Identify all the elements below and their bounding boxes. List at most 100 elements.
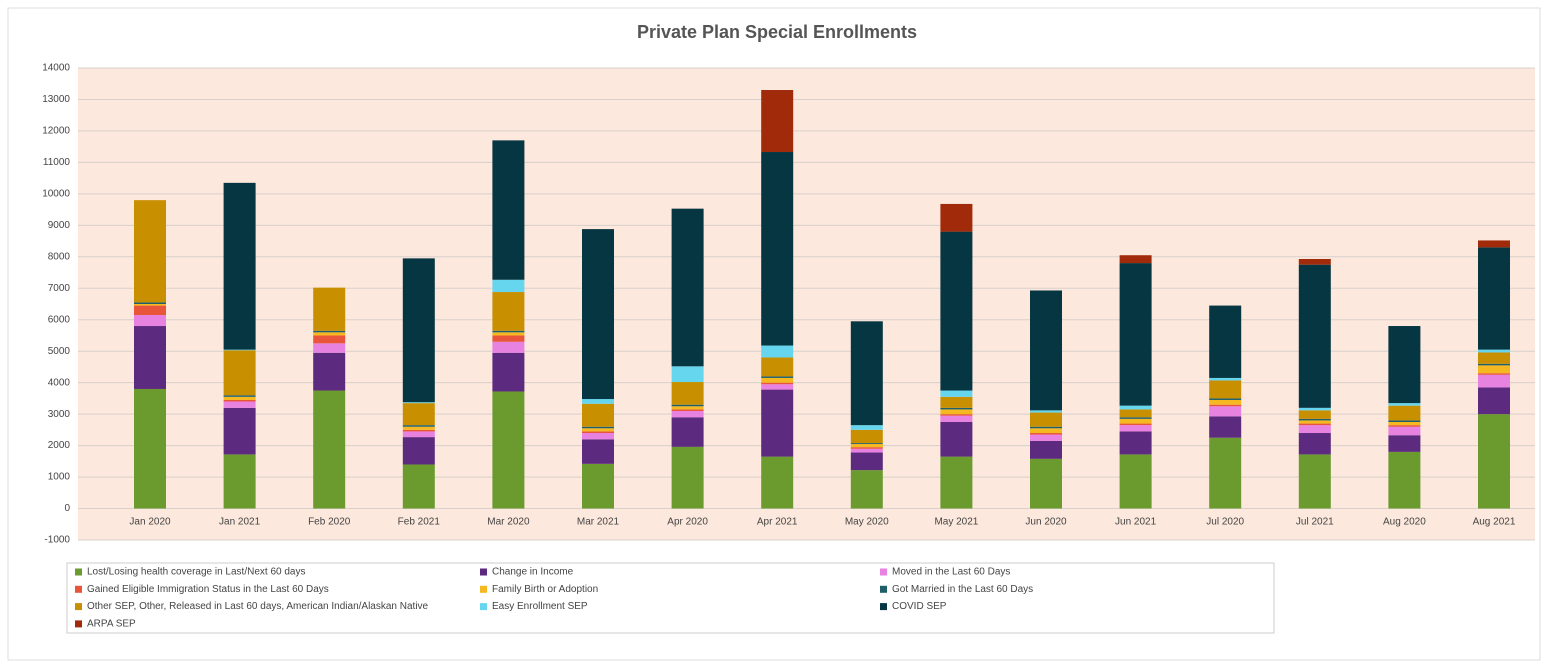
bar-segment [1119, 409, 1152, 418]
legend-swatch [480, 585, 487, 593]
bar-segment [1298, 259, 1331, 265]
legend-label: Got Married in the Last 60 Days [892, 584, 1033, 595]
bar-segment [671, 404, 704, 407]
bar-segment [582, 463, 614, 509]
bar-segment [1030, 426, 1062, 429]
bar-segment [492, 352, 525, 392]
bar-segment [402, 437, 435, 465]
bar-segment [1030, 433, 1062, 435]
bar-segment [1388, 403, 1421, 406]
bar-segment [402, 464, 435, 509]
legend-swatch [880, 603, 887, 611]
legend-label: Family Birth or Adoption [492, 584, 598, 595]
bar-segment [1119, 431, 1152, 455]
bar-segment [1298, 418, 1331, 421]
bar-segment [313, 390, 346, 509]
bar-segment [313, 343, 346, 353]
bar-segment [1388, 420, 1421, 422]
y-tick-label: 1000 [48, 472, 71, 483]
bar-segment [1478, 365, 1510, 374]
bar-segment [1030, 458, 1062, 509]
legend-swatch [880, 568, 887, 576]
bar-segment [223, 350, 256, 396]
chart-title: Private Plan Special Enrollments [637, 22, 917, 42]
x-tick-label: Feb 2021 [398, 517, 441, 528]
bar-segment [1388, 326, 1421, 404]
bar-segment [761, 357, 794, 377]
bar-segment [1478, 240, 1510, 248]
bar-segment [492, 292, 525, 331]
bar-segment [1030, 410, 1062, 413]
bar-segment [402, 258, 435, 403]
bar-segment [582, 403, 614, 427]
bar-segment [134, 305, 166, 316]
bar-segment [313, 332, 346, 336]
bar-segment [582, 428, 614, 432]
bar-segment [1298, 423, 1331, 426]
bar-segment [940, 407, 973, 410]
bar-segment [402, 403, 435, 426]
legend-label: Gained Eligible Immigration Status in th… [87, 584, 329, 595]
legend-swatch [75, 568, 82, 576]
bar-segment [1388, 425, 1421, 427]
bar-segment [223, 401, 256, 408]
bar-segment [671, 409, 704, 411]
bar-segment [1298, 264, 1331, 408]
bar-segment [1388, 426, 1421, 436]
bar-segment [1030, 428, 1062, 434]
bar-segment [1119, 425, 1152, 432]
bar-segment [1209, 416, 1242, 438]
bar-segment [1119, 417, 1152, 419]
bar-segment [940, 409, 973, 415]
bar-segment [850, 425, 883, 430]
bar-segment [850, 470, 883, 509]
bar-segment [223, 407, 256, 455]
bar-segment [582, 431, 614, 434]
y-tick-label: -1000 [44, 535, 70, 546]
bar-segment [1209, 406, 1242, 417]
bar-segment [1119, 255, 1152, 264]
x-tick-label: May 2021 [934, 517, 978, 528]
legend-swatch [75, 585, 82, 593]
bar-segment [134, 200, 166, 303]
x-tick-label: Mar 2020 [487, 517, 530, 528]
legend-swatch [480, 568, 487, 576]
x-tick-label: Jun 2020 [1025, 517, 1067, 528]
y-tick-label: 7000 [48, 283, 71, 294]
x-tick-label: Aug 2020 [1383, 517, 1426, 528]
bar-segment [940, 415, 973, 422]
legend-label: Easy Enrollment SEP [492, 601, 588, 612]
legend-swatch [480, 603, 487, 611]
bar-segment [492, 335, 525, 342]
bar-segment [671, 446, 704, 509]
bar-segment [402, 429, 435, 432]
legend-label: Lost/Losing health coverage in Last/Next… [87, 567, 305, 578]
y-tick-label: 12000 [42, 126, 70, 137]
bar-segment [940, 422, 973, 457]
bar-segment [1209, 398, 1242, 400]
bar-segment [671, 208, 704, 367]
legend-label: Moved in the Last 60 Days [892, 567, 1010, 578]
bar-segment [1209, 380, 1242, 399]
y-tick-label: 9000 [48, 220, 71, 231]
bar-segment [1030, 412, 1062, 427]
bar-segment [492, 279, 525, 293]
bar-segment [761, 377, 794, 383]
bar-segment [223, 182, 256, 350]
bar-segment [492, 341, 525, 353]
legend-label: ARPA SEP [87, 619, 136, 630]
bar-segment [1298, 410, 1331, 419]
bar-segment [223, 396, 256, 400]
x-tick-label: Jun 2021 [1115, 517, 1157, 528]
bar-segment [582, 426, 614, 429]
bar-segment [1030, 440, 1062, 459]
bar-segment [1478, 414, 1510, 509]
bar-segment [1209, 377, 1242, 381]
bar-segment [223, 399, 256, 402]
bar-segment [761, 376, 794, 378]
bar-segment [1388, 451, 1421, 509]
bar-segment [1119, 405, 1152, 410]
bar-segment [1478, 363, 1510, 366]
bar-segment [134, 302, 166, 304]
